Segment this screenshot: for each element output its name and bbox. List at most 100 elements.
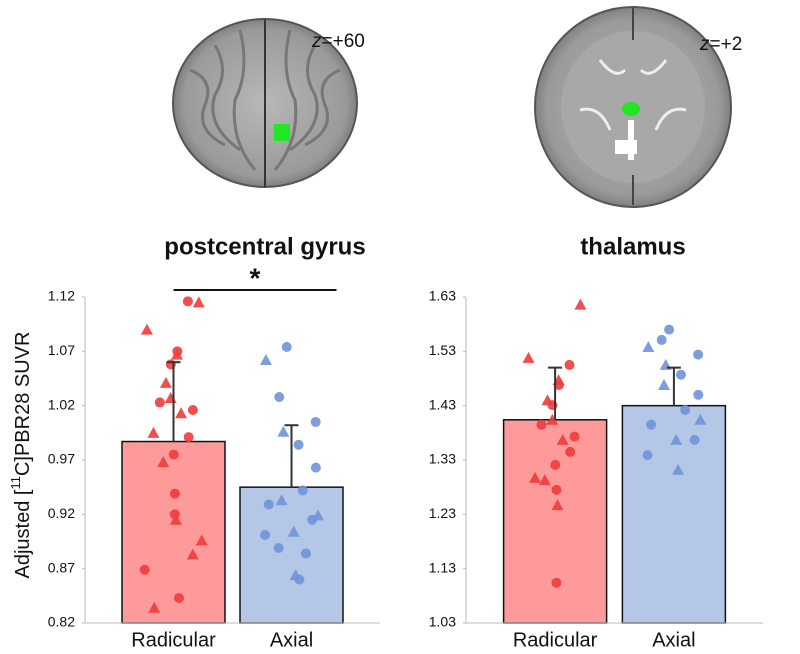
data-point-circle xyxy=(689,434,700,445)
chart-title: postcentral gyrus xyxy=(164,233,365,260)
data-point-triangle xyxy=(556,433,569,445)
data-point-circle xyxy=(536,419,547,430)
data-point-circle xyxy=(307,514,318,525)
data-point-circle xyxy=(294,574,305,585)
y-tick-label: 1.03 xyxy=(429,614,456,630)
y-tick-label: 1.07 xyxy=(48,342,75,358)
data-point-triangle xyxy=(186,548,199,560)
y-tick-label: 1.33 xyxy=(429,451,456,467)
data-point-triangle xyxy=(277,425,290,437)
y-label-suffix: C]PBR28 SUVR xyxy=(12,332,34,477)
data-point-circle xyxy=(300,548,311,559)
data-point-circle xyxy=(675,369,686,380)
error-bar xyxy=(166,361,181,442)
y-tick-label: 1.53 xyxy=(429,342,456,358)
data-point-circle xyxy=(310,462,321,473)
data-point-circle xyxy=(551,484,562,495)
data-point-circle xyxy=(693,389,704,400)
brain-slice-right xyxy=(534,6,732,208)
data-point-triangle xyxy=(574,298,587,310)
y-label-superscript: 11 xyxy=(8,476,23,490)
data-point-circle xyxy=(183,432,194,443)
slice-axis: z xyxy=(699,34,710,55)
data-point-triangle xyxy=(287,525,300,537)
y-tick-label: 1.43 xyxy=(429,396,456,412)
data-point-triangle xyxy=(275,494,288,506)
data-point-triangle xyxy=(140,323,153,335)
bar xyxy=(502,419,608,624)
data-point-circle xyxy=(139,564,150,575)
x-tick-label: Axial xyxy=(270,629,313,651)
error-bar xyxy=(666,366,681,406)
data-point-circle xyxy=(281,341,292,352)
bar xyxy=(239,486,344,624)
slice-label: z=+2 xyxy=(699,34,742,55)
data-point-circle xyxy=(646,419,657,430)
data-point-circle xyxy=(564,359,575,370)
data-point-triangle xyxy=(259,354,272,366)
data-point-circle xyxy=(263,499,274,510)
y-tick-label: 0.82 xyxy=(48,614,75,630)
data-point-triangle xyxy=(195,534,208,546)
data-point-circle xyxy=(273,543,284,554)
data-point-circle xyxy=(656,334,667,345)
x-tick-label: Radicular xyxy=(131,629,216,651)
data-point-triangle xyxy=(522,351,535,363)
slice-value: =+60 xyxy=(322,31,365,52)
data-point-triangle xyxy=(169,513,182,525)
data-point-triangle xyxy=(672,463,685,475)
bar xyxy=(121,440,226,624)
data-point-circle xyxy=(693,349,704,360)
data-point-triangle xyxy=(658,379,671,391)
y-tick-label: 0.97 xyxy=(48,451,75,467)
chart-title: thalamus xyxy=(580,233,685,260)
data-point-circle xyxy=(169,509,180,520)
data-point-triangle xyxy=(192,296,205,308)
x-tick-label: Axial xyxy=(652,629,695,651)
data-point-triangle xyxy=(642,340,655,352)
data-point-circle xyxy=(680,405,691,416)
y-tick-label: 1.02 xyxy=(48,396,75,412)
data-point-circle xyxy=(550,459,561,470)
data-point-circle xyxy=(172,346,183,357)
data-point-circle xyxy=(169,488,180,499)
y-tick-label: 1.63 xyxy=(429,288,456,304)
data-point-triangle xyxy=(164,392,177,404)
data-point-triangle xyxy=(670,433,683,445)
data-point-triangle xyxy=(538,474,551,486)
data-point-triangle xyxy=(529,471,542,483)
data-point-circle xyxy=(553,380,564,391)
data-point-circle xyxy=(168,449,179,460)
data-point-circle xyxy=(310,416,321,427)
slice-value: =+2 xyxy=(710,34,743,55)
slice-axis: z xyxy=(311,31,322,52)
data-point-triangle xyxy=(159,376,172,388)
brain-slice-left xyxy=(172,18,358,188)
significance-marker: * xyxy=(250,262,261,293)
data-point-circle xyxy=(293,439,304,450)
data-point-triangle xyxy=(147,426,160,438)
data-point-triangle xyxy=(546,413,559,425)
data-point-triangle xyxy=(148,601,161,613)
error-bar xyxy=(284,424,299,488)
data-point-circle xyxy=(565,446,576,457)
data-point-circle xyxy=(569,431,580,442)
slice-label: z=+60 xyxy=(311,31,365,52)
data-point-triangle xyxy=(157,456,170,468)
data-point-triangle xyxy=(551,499,564,511)
data-point-triangle xyxy=(694,413,707,425)
data-point-circle xyxy=(174,593,185,604)
data-point-circle xyxy=(187,405,198,416)
data-point-circle xyxy=(551,577,562,588)
y-label-prefix: Adjusted [ xyxy=(12,489,34,578)
data-point-circle xyxy=(297,485,308,496)
y-tick-label: 1.12 xyxy=(48,288,75,304)
data-point-circle xyxy=(664,324,675,335)
data-point-triangle xyxy=(175,407,188,419)
y-tick-label: 1.13 xyxy=(429,559,456,575)
data-point-circle xyxy=(182,296,193,307)
y-tick-label: 0.92 xyxy=(48,505,75,521)
y-tick-label: 1.23 xyxy=(429,505,456,521)
data-point-circle xyxy=(642,450,653,461)
x-tick-label: Radicular xyxy=(513,629,598,651)
